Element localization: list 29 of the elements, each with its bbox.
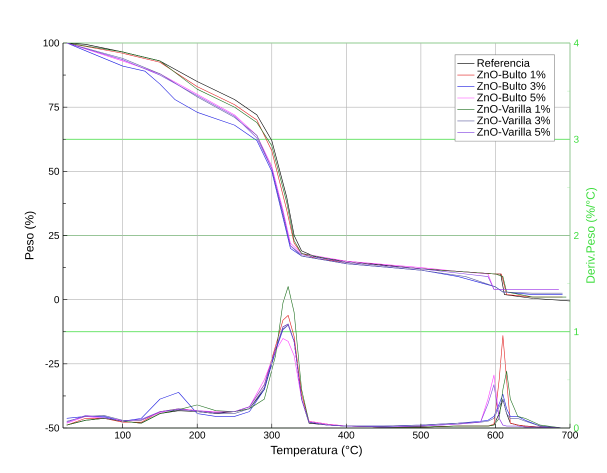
y2-axis-title: Deriv.Peso (%/°C)	[586, 188, 598, 283]
x-tick-label: 200	[189, 432, 206, 439]
y-tick-label: 25	[48, 232, 60, 240]
y-tick-label: 75	[48, 104, 60, 111]
y-tick-label: -50	[45, 424, 60, 432]
legend-label: ZnO-Bulto 1%	[477, 70, 546, 78]
x-tick-label: 500	[412, 432, 429, 439]
y2-tick-label: 0	[574, 424, 579, 432]
y2-tick-label: 1	[574, 328, 579, 336]
x-tick-label: 400	[338, 432, 354, 439]
x-tick-label: 100	[115, 432, 131, 439]
legend-label: ZnO-Varilla 5%	[477, 128, 550, 136]
x-tick-label: 300	[264, 432, 280, 439]
y2-tick-label: 2	[574, 232, 579, 239]
y-tick-label: -25	[45, 360, 60, 368]
y-axis-title: Peso (%)	[24, 212, 36, 260]
y2-tick-label: 3	[574, 136, 579, 143]
legend-label: Referencia	[478, 58, 530, 67]
y-tick-label: 0	[54, 296, 60, 304]
x-axis-title: Temperatura (°C)	[270, 445, 362, 457]
legend-label: ZnO-Varilla 1%	[477, 104, 550, 113]
legend-label: ZnO-Bulto 5%	[477, 93, 546, 102]
x-tick-label: 700	[562, 432, 578, 439]
legend-label: ZnO-Bulto 3%	[477, 82, 546, 90]
y-tick-label: 50	[48, 168, 60, 175]
legend-label: ZnO-Varilla 3%	[477, 116, 550, 124]
y2-tick-label: 4	[574, 40, 579, 46]
x-tick-label: 600	[488, 432, 504, 439]
y-tick-label: 100	[44, 39, 60, 47]
